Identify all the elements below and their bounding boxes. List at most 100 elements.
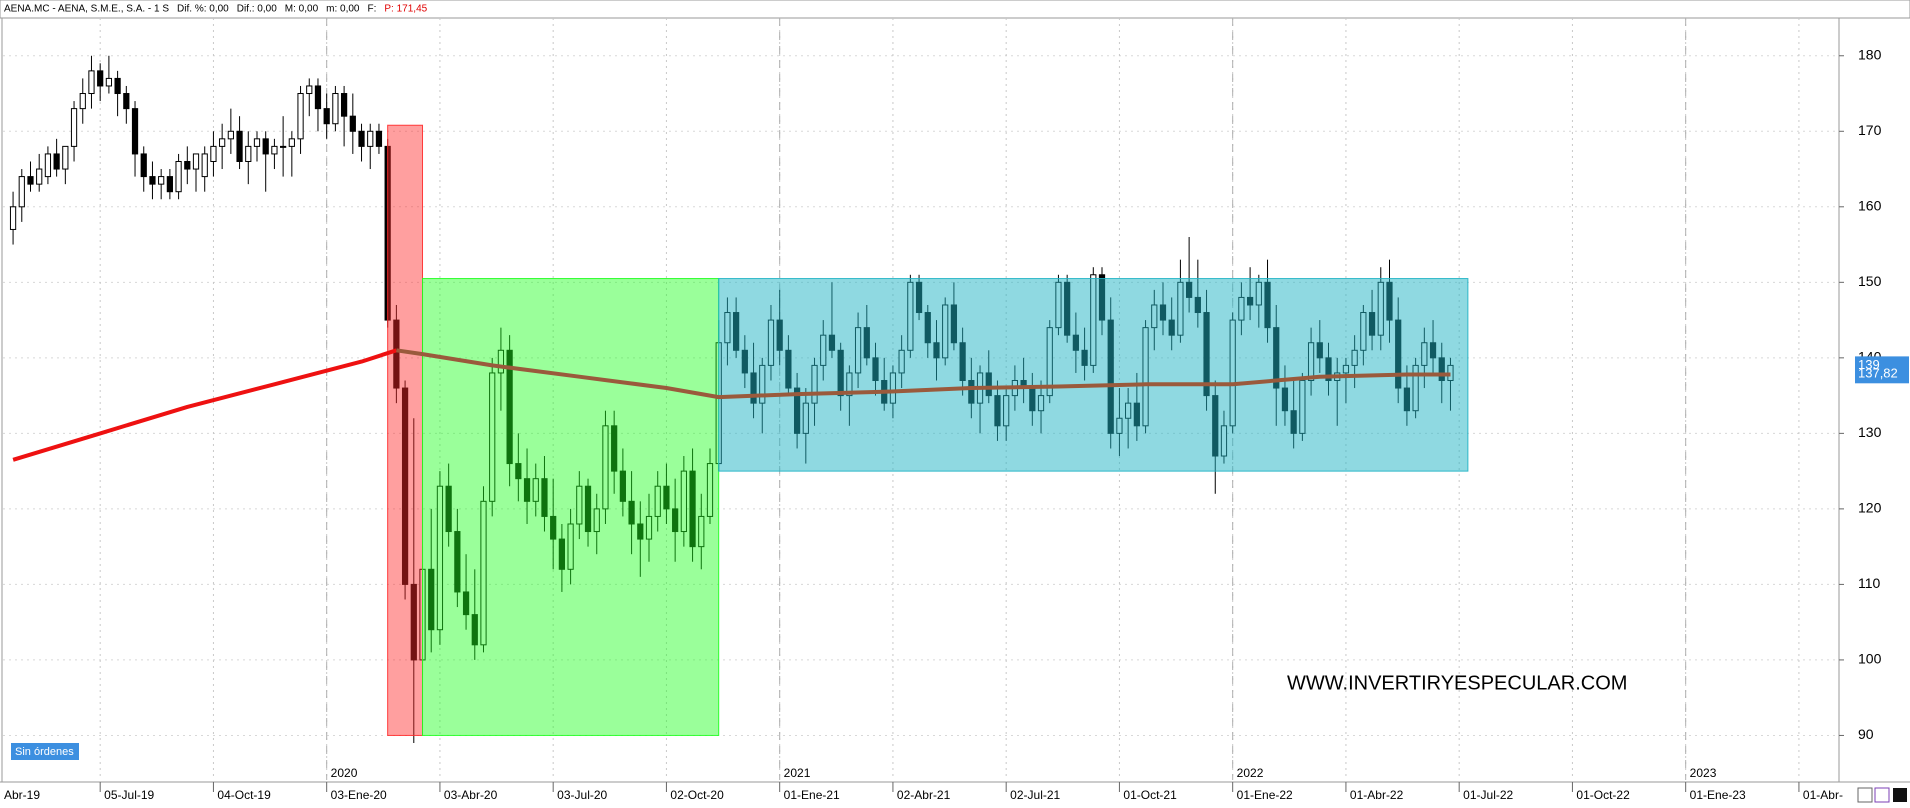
candle-body [219,138,226,147]
candle-body [558,538,566,570]
candle-body [645,515,653,540]
x-tick-label: 01-Oct-21 [1123,788,1177,802]
candle-body [332,93,339,125]
y-tick-label: 180 [1858,46,1882,62]
candle-body [114,77,121,95]
candle-body [654,485,661,517]
candle-body [401,387,409,585]
candle-body [227,130,234,140]
candle-body [584,485,592,533]
header-price: P: 171,45 [384,4,427,15]
status-badge [11,743,79,760]
candle-body [70,108,78,147]
header-item: AENA.MC - AENA, S.M.E., S.A. - 1 S [4,4,169,15]
candle-body [611,425,618,472]
y-tick-label: 130 [1858,424,1882,440]
candle-body [506,349,513,465]
candle-body [541,478,548,517]
candle-body [471,614,478,646]
year-label: 2020 [331,766,358,780]
x-tick-label: 01-Ene-21 [784,788,840,802]
candle-body [140,153,147,178]
candle-body [306,85,313,95]
candle-body [462,591,470,616]
candle-body [602,425,609,510]
candle-body [88,70,95,95]
candle-body [9,206,17,230]
candle-body [445,485,452,533]
watermark: WWW.INVERTIRYESPECULAR.COM [1287,672,1627,694]
x-tick-label: 01-Ene-23 [1690,788,1746,802]
y-tick-label: 110 [1858,575,1881,591]
price-badge [1855,365,1909,384]
candle-body [123,93,130,110]
candle-body [567,523,574,570]
candle-body [262,138,269,155]
moving-average [12,348,398,462]
candle-body [27,176,34,185]
candle-body [44,153,52,178]
candle-body [149,176,156,185]
candle-body [131,108,139,155]
candle-body [593,508,600,533]
candle-body [619,470,626,502]
candle-body [637,523,644,540]
y-tick-label: 170 [1858,122,1882,138]
x-tick-label: 03-Ene-20 [331,788,387,802]
x-tick-label: 03-Jul-20 [557,788,607,802]
candle-body [271,145,278,155]
x-tick-label: 01-Abr-22 [1350,788,1404,802]
y-tick-label: 150 [1858,273,1882,289]
candle-body [489,372,496,502]
candle-body [689,470,696,548]
year-label: 2023 [1690,766,1717,780]
candle-body [297,93,304,140]
candle-body [523,478,531,502]
x-tick-label: 02-Abr-21 [897,788,951,802]
candle-body [628,500,635,525]
candle-body [497,349,505,374]
x-tick-label: 01-Oct-22 [1576,788,1630,802]
zone [422,278,720,736]
toolbar-button[interactable] [1893,788,1907,802]
candle-body [184,160,191,170]
candle-body [79,93,86,110]
toolbar [1857,787,1907,803]
x-tick-label: 01-Jul-22 [1463,788,1513,802]
candle-body [358,130,365,147]
candle-body [314,85,322,110]
toolbar-button[interactable] [1857,787,1873,803]
candle-body [201,153,208,178]
x-tick-label: Abr-19 [4,788,40,802]
x-tick-label: 03-Abr-20 [444,788,498,802]
candle-body [375,130,383,147]
candle-body [53,153,60,170]
candle-body [323,108,330,125]
candle-body [210,145,217,162]
candle-body [680,470,687,533]
header-item: M: 0,00 [285,4,319,15]
year-label: 2022 [1237,766,1264,780]
candle-body [532,478,539,502]
candle-body [515,463,522,480]
candle-body [663,485,670,510]
y-tick-label: 100 [1858,651,1882,667]
y-tick-label: 120 [1858,500,1882,516]
header-item: m: 0,00 [326,4,360,15]
candle-body [192,153,200,170]
x-tick-label: 01-Abr- [1803,788,1843,802]
candle-body [480,500,487,646]
candle-body [245,145,252,162]
x-tick-label: 01-Ene-22 [1237,788,1293,802]
candle-body [158,176,165,185]
candle-body [166,176,173,193]
candle-body [672,508,679,533]
price-label: 139 [1858,357,1880,372]
candle-body [349,115,356,132]
header-item: Dif.: 0,00 [237,4,277,15]
candle-body [236,130,243,162]
header-bar [0,0,1910,19]
toolbar-button[interactable] [1874,787,1890,803]
zone [387,124,424,736]
